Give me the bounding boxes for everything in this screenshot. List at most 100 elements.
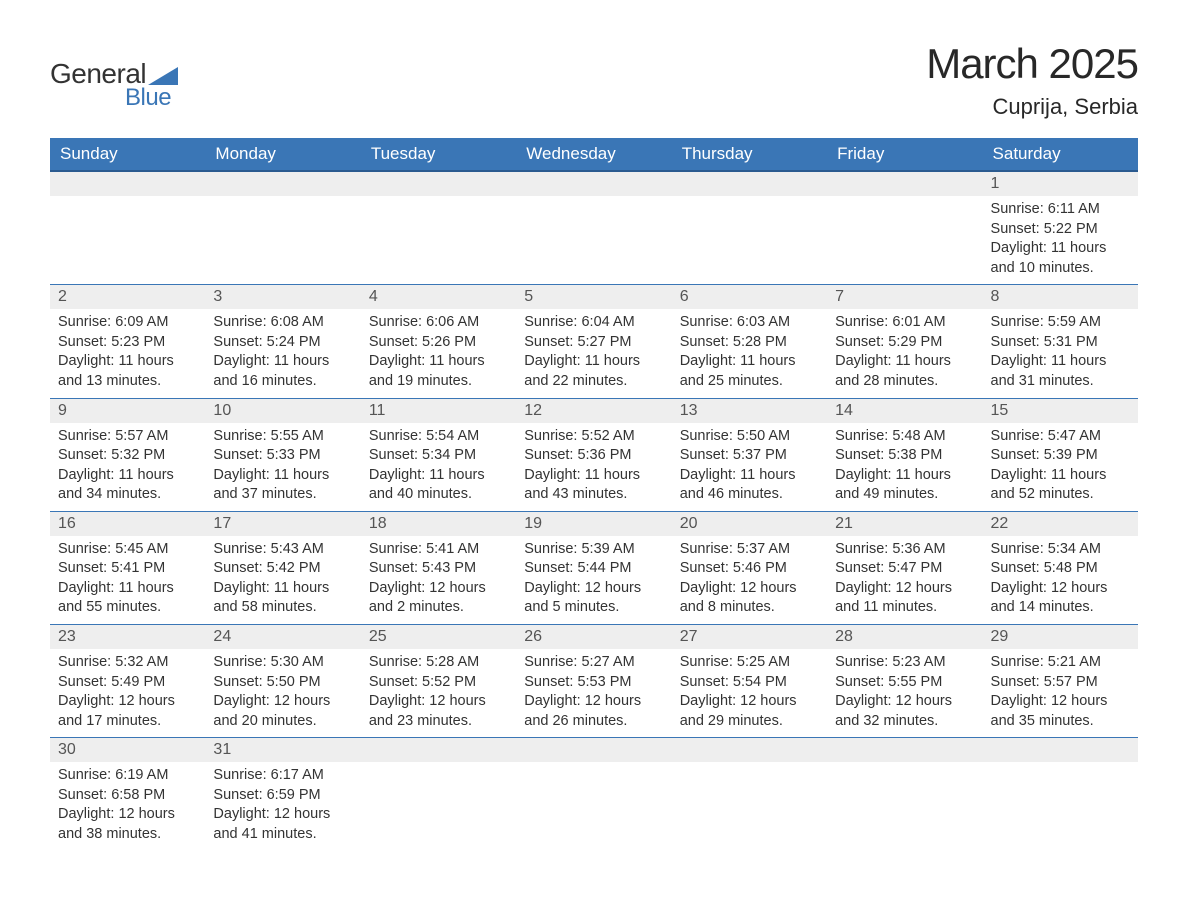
day-daylight1: Daylight: 11 hours: [991, 466, 1130, 486]
title-block: March 2025 Cuprija, Serbia: [926, 40, 1138, 120]
day-daylight2: and 38 minutes.: [58, 825, 197, 845]
day-cell: 22Sunrise: 5:34 AMSunset: 5:48 PMDayligh…: [983, 511, 1138, 624]
day-body: Sunrise: 5:41 AMSunset: 5:43 PMDaylight:…: [361, 536, 516, 624]
day-body: Sunrise: 5:30 AMSunset: 5:50 PMDaylight:…: [205, 649, 360, 737]
day-number: 23: [50, 625, 205, 649]
day-body: Sunrise: 6:04 AMSunset: 5:27 PMDaylight:…: [516, 309, 671, 397]
col-monday: Monday: [205, 138, 360, 171]
day-body: Sunrise: 5:52 AMSunset: 5:36 PMDaylight:…: [516, 423, 671, 511]
day-sunset: Sunset: 5:29 PM: [835, 333, 974, 353]
day-daylight2: and 2 minutes.: [369, 598, 508, 618]
day-sunset: Sunset: 5:50 PM: [213, 673, 352, 693]
day-cell: [205, 171, 360, 285]
col-wednesday: Wednesday: [516, 138, 671, 171]
day-cell: 3Sunrise: 6:08 AMSunset: 5:24 PMDaylight…: [205, 285, 360, 398]
day-body: Sunrise: 6:08 AMSunset: 5:24 PMDaylight:…: [205, 309, 360, 397]
day-cell: 25Sunrise: 5:28 AMSunset: 5:52 PMDayligh…: [361, 625, 516, 738]
day-number: 31: [205, 738, 360, 762]
day-body: Sunrise: 6:11 AMSunset: 5:22 PMDaylight:…: [983, 196, 1138, 284]
day-sunrise: Sunrise: 5:25 AM: [680, 653, 819, 673]
day-sunrise: Sunrise: 6:19 AM: [58, 766, 197, 786]
day-sunset: Sunset: 5:47 PM: [835, 559, 974, 579]
day-daylight1: Daylight: 11 hours: [991, 352, 1130, 372]
day-cell: 6Sunrise: 6:03 AMSunset: 5:28 PMDaylight…: [672, 285, 827, 398]
day-daylight1: Daylight: 11 hours: [213, 579, 352, 599]
day-sunrise: Sunrise: 5:59 AM: [991, 313, 1130, 333]
day-sunrise: Sunrise: 6:03 AM: [680, 313, 819, 333]
day-daylight2: and 32 minutes.: [835, 712, 974, 732]
week-row: 1Sunrise: 6:11 AMSunset: 5:22 PMDaylight…: [50, 171, 1138, 285]
calendar-table: Sunday Monday Tuesday Wednesday Thursday…: [50, 138, 1138, 851]
day-number: 10: [205, 399, 360, 423]
day-daylight2: and 31 minutes.: [991, 372, 1130, 392]
day-daylight2: and 22 minutes.: [524, 372, 663, 392]
day-number: 8: [983, 285, 1138, 309]
day-body: Sunrise: 5:25 AMSunset: 5:54 PMDaylight:…: [672, 649, 827, 737]
day-daylight1: Daylight: 11 hours: [524, 352, 663, 372]
day-daylight2: and 8 minutes.: [680, 598, 819, 618]
day-sunset: Sunset: 5:24 PM: [213, 333, 352, 353]
day-cell: [516, 171, 671, 285]
day-cell: 1Sunrise: 6:11 AMSunset: 5:22 PMDaylight…: [983, 171, 1138, 285]
day-body: Sunrise: 6:01 AMSunset: 5:29 PMDaylight:…: [827, 309, 982, 397]
day-daylight2: and 41 minutes.: [213, 825, 352, 845]
day-daylight1: Daylight: 12 hours: [991, 692, 1130, 712]
day-cell: 13Sunrise: 5:50 AMSunset: 5:37 PMDayligh…: [672, 398, 827, 511]
calendar-body: 1Sunrise: 6:11 AMSunset: 5:22 PMDaylight…: [50, 171, 1138, 851]
day-daylight1: Daylight: 12 hours: [835, 579, 974, 599]
day-sunrise: Sunrise: 5:21 AM: [991, 653, 1130, 673]
day-number: [827, 738, 982, 762]
day-number: 12: [516, 399, 671, 423]
col-friday: Friday: [827, 138, 982, 171]
day-body: Sunrise: 6:09 AMSunset: 5:23 PMDaylight:…: [50, 309, 205, 397]
day-sunset: Sunset: 5:39 PM: [991, 446, 1130, 466]
day-daylight1: Daylight: 12 hours: [369, 579, 508, 599]
day-daylight2: and 20 minutes.: [213, 712, 352, 732]
day-sunrise: Sunrise: 5:45 AM: [58, 540, 197, 560]
day-sunrise: Sunrise: 5:36 AM: [835, 540, 974, 560]
day-cell: 24Sunrise: 5:30 AMSunset: 5:50 PMDayligh…: [205, 625, 360, 738]
day-daylight1: Daylight: 11 hours: [369, 466, 508, 486]
day-cell: 15Sunrise: 5:47 AMSunset: 5:39 PMDayligh…: [983, 398, 1138, 511]
day-daylight2: and 13 minutes.: [58, 372, 197, 392]
day-number: 6: [672, 285, 827, 309]
day-number: [50, 172, 205, 196]
day-daylight2: and 14 minutes.: [991, 598, 1130, 618]
day-daylight1: Daylight: 12 hours: [213, 805, 352, 825]
day-number: [361, 172, 516, 196]
day-daylight1: Daylight: 12 hours: [58, 805, 197, 825]
day-sunrise: Sunrise: 5:34 AM: [991, 540, 1130, 560]
day-cell: 4Sunrise: 6:06 AMSunset: 5:26 PMDaylight…: [361, 285, 516, 398]
day-sunset: Sunset: 5:48 PM: [991, 559, 1130, 579]
day-cell: 20Sunrise: 5:37 AMSunset: 5:46 PMDayligh…: [672, 511, 827, 624]
day-cell: 30Sunrise: 6:19 AMSunset: 6:58 PMDayligh…: [50, 738, 205, 851]
day-sunset: Sunset: 5:44 PM: [524, 559, 663, 579]
day-number: 3: [205, 285, 360, 309]
day-body: Sunrise: 5:36 AMSunset: 5:47 PMDaylight:…: [827, 536, 982, 624]
day-number: 13: [672, 399, 827, 423]
day-number: 20: [672, 512, 827, 536]
location: Cuprija, Serbia: [926, 94, 1138, 120]
day-cell: 7Sunrise: 6:01 AMSunset: 5:29 PMDaylight…: [827, 285, 982, 398]
day-body: Sunrise: 5:23 AMSunset: 5:55 PMDaylight:…: [827, 649, 982, 737]
day-body: Sunrise: 5:43 AMSunset: 5:42 PMDaylight:…: [205, 536, 360, 624]
day-body: Sunrise: 5:59 AMSunset: 5:31 PMDaylight:…: [983, 309, 1138, 397]
week-row: 2Sunrise: 6:09 AMSunset: 5:23 PMDaylight…: [50, 285, 1138, 398]
page-header: General Blue March 2025 Cuprija, Serbia: [50, 40, 1138, 120]
day-daylight2: and 46 minutes.: [680, 485, 819, 505]
day-body: Sunrise: 5:21 AMSunset: 5:57 PMDaylight:…: [983, 649, 1138, 737]
day-daylight2: and 19 minutes.: [369, 372, 508, 392]
day-cell: [983, 738, 1138, 851]
day-sunset: Sunset: 5:36 PM: [524, 446, 663, 466]
day-sunset: Sunset: 5:38 PM: [835, 446, 974, 466]
day-daylight1: Daylight: 12 hours: [835, 692, 974, 712]
day-daylight2: and 37 minutes.: [213, 485, 352, 505]
day-sunset: Sunset: 5:54 PM: [680, 673, 819, 693]
day-body: [672, 196, 827, 276]
day-body: Sunrise: 6:06 AMSunset: 5:26 PMDaylight:…: [361, 309, 516, 397]
day-number: 15: [983, 399, 1138, 423]
day-daylight1: Daylight: 12 hours: [524, 579, 663, 599]
day-sunset: Sunset: 5:43 PM: [369, 559, 508, 579]
day-daylight1: Daylight: 11 hours: [58, 352, 197, 372]
day-number: 19: [516, 512, 671, 536]
